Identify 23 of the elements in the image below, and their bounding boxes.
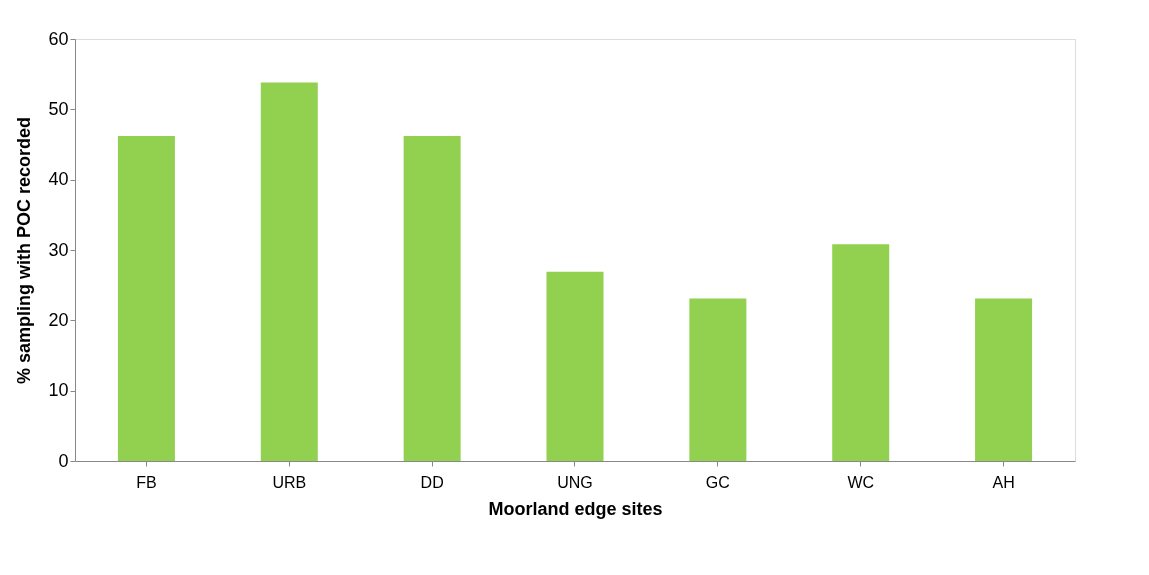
bar xyxy=(689,298,747,461)
x-tick-label: DD xyxy=(420,473,444,491)
x-tick-label: AH xyxy=(992,473,1015,491)
y-tick-label: 10 xyxy=(48,380,69,401)
y-tick-label: 30 xyxy=(48,239,69,260)
x-tick-label: UNG xyxy=(557,473,593,491)
bar xyxy=(832,244,890,461)
bar xyxy=(117,136,175,461)
x-tick-label: GC xyxy=(705,473,730,491)
y-tick-label: 0 xyxy=(58,450,69,471)
x-axis-title: Moorland edge sites xyxy=(488,498,663,519)
bar xyxy=(546,271,604,461)
x-tick-label: FB xyxy=(136,473,157,491)
y-tick-label: 50 xyxy=(48,98,69,119)
y-tick-label: 20 xyxy=(48,309,69,330)
bar xyxy=(403,136,461,461)
x-tick-label: WC xyxy=(847,473,875,491)
y-axis-title: % sampling with POC recorded xyxy=(14,116,35,385)
x-tick-label: URB xyxy=(272,473,307,491)
y-tick-label: 40 xyxy=(48,169,69,190)
bar xyxy=(975,298,1033,461)
bar xyxy=(260,82,318,461)
y-tick-label: 60 xyxy=(48,28,69,49)
